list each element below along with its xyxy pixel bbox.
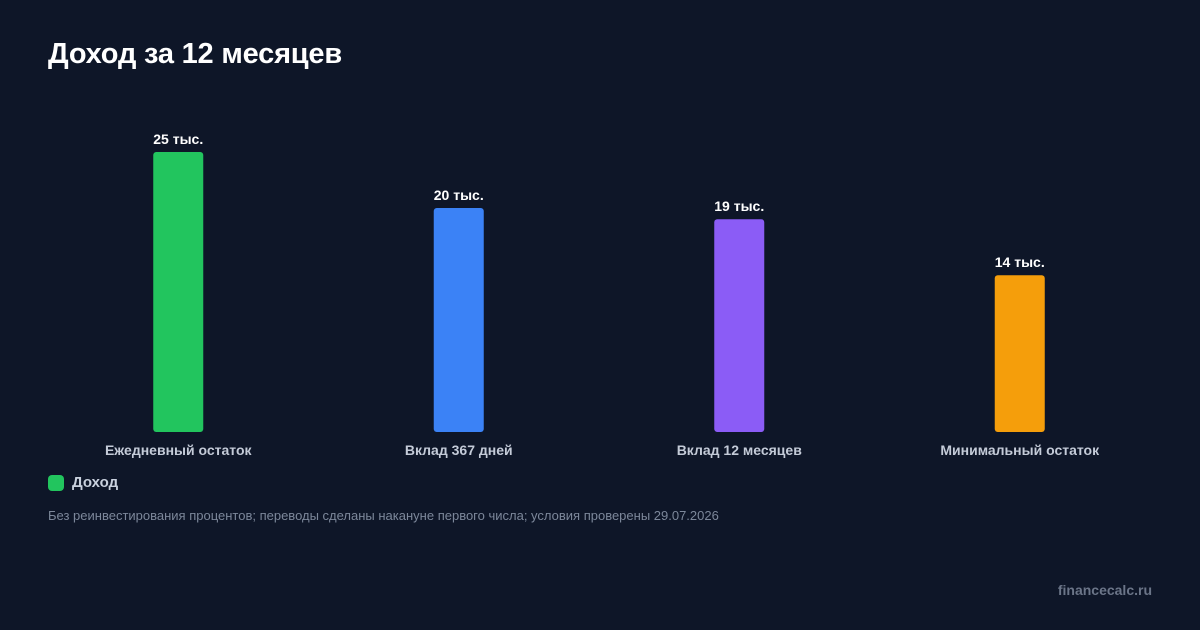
bar-value-label: 19 тыс. (714, 198, 764, 214)
category-label: Вклад 12 месяцев (677, 442, 803, 458)
category-label: Минимальный остаток (940, 442, 1100, 458)
bar-value-label: 25 тыс. (153, 131, 203, 147)
bar-4 (994, 275, 1045, 432)
brand-watermark: financecalc.ru (1057, 582, 1152, 598)
legend-label: Доход (72, 474, 119, 491)
footnote: Без реинвестирования процентов; переводы… (48, 508, 719, 523)
category-label: Вклад 367 дней (405, 442, 513, 458)
category-label: Ежедневный остаток (105, 442, 253, 458)
bar-2 (433, 208, 484, 432)
page-title: Доход за 12 месяцев (48, 38, 342, 70)
bar-1 (153, 152, 204, 432)
bar-3 (714, 219, 765, 432)
bar-value-label: 14 тыс. (995, 254, 1045, 270)
legend: Доход (48, 474, 118, 491)
bar-value-label: 20 тыс. (434, 187, 484, 203)
legend-swatch (48, 474, 64, 491)
